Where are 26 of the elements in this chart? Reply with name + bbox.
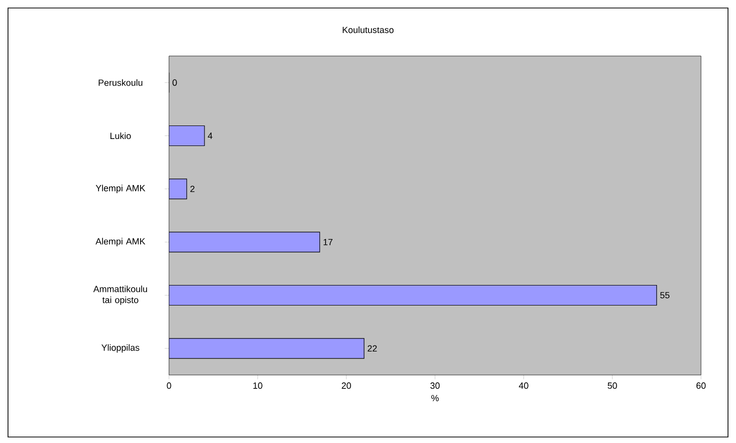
- x-tick-label: 0: [166, 382, 172, 389]
- x-tick-label: 30: [430, 382, 440, 389]
- bar: [169, 178, 188, 200]
- bar: [169, 125, 205, 146]
- data-label: 22: [368, 345, 377, 352]
- bar: [169, 284, 657, 306]
- data-label: 4: [208, 132, 212, 139]
- data-label: 55: [660, 292, 670, 298]
- data-label: 17: [324, 238, 332, 246]
- data-label: 2: [190, 186, 194, 192]
- y-tick-label: Ylempi AMK: [96, 184, 146, 194]
- y-tick-label: Ylioppilas: [101, 344, 140, 353]
- x-tick-label: 20: [342, 382, 351, 389]
- x-axis-title: %: [431, 394, 439, 402]
- x-tick-label: 50: [608, 382, 617, 389]
- y-tick-label: Alempi AMK: [96, 238, 146, 246]
- data-label: 0: [172, 79, 177, 86]
- y-tick-label: Peruskoulu: [98, 79, 142, 86]
- y-tick-label: Ammattikoulu tai opisto: [93, 286, 148, 305]
- x-tick-label: 40: [518, 382, 528, 389]
- chart-title: Koulutustaso: [342, 26, 394, 34]
- x-tick-label: 60: [696, 382, 706, 389]
- bar: [169, 232, 320, 252]
- x-tick-label: 10: [253, 382, 262, 389]
- y-tick-label: Lukio: [110, 132, 131, 140]
- bar: [169, 338, 364, 359]
